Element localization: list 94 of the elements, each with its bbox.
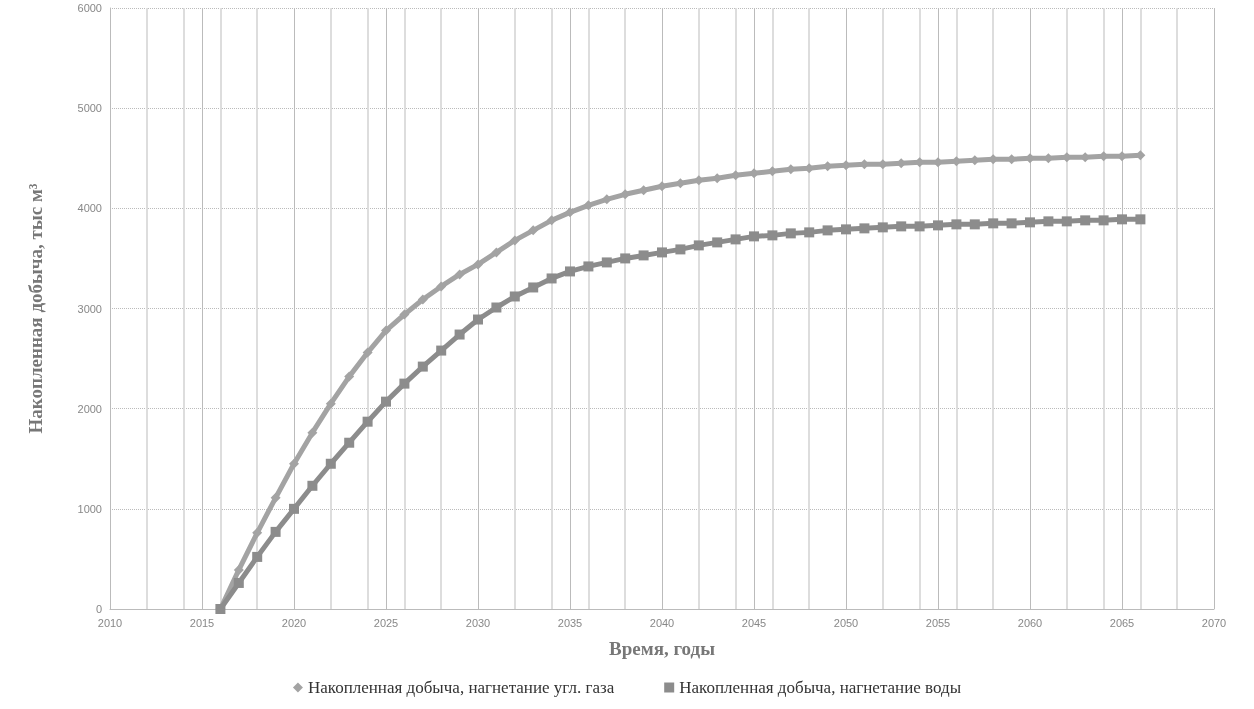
point: [325, 398, 336, 409]
point: [381, 396, 391, 407]
point: [1098, 215, 1109, 226]
point: [546, 215, 557, 226]
point: [1061, 216, 1072, 227]
point: [528, 225, 539, 236]
x-tick-label: 2070: [1201, 616, 1227, 629]
y-tick-label: 3000: [77, 302, 102, 315]
point: [565, 207, 575, 218]
point: [399, 309, 410, 320]
point: [417, 294, 428, 305]
point: [969, 219, 980, 230]
point: [399, 378, 410, 389]
point: [988, 218, 999, 229]
point: [1117, 214, 1127, 225]
point: [325, 458, 336, 469]
point: [583, 261, 594, 272]
point: [289, 503, 299, 514]
point: [528, 282, 539, 293]
x-tick-label: 2010: [97, 616, 123, 629]
y-tick-label: 1000: [77, 502, 102, 515]
point: [1043, 216, 1054, 227]
point: [896, 221, 907, 232]
point: [657, 247, 667, 258]
point: [436, 345, 447, 356]
y-axis-title: Накопленная добыча, тыс м³: [25, 183, 46, 434]
y-tick-label: 0: [95, 603, 102, 615]
point: [473, 259, 483, 270]
point: [417, 361, 428, 372]
y-tick-label: 5000: [77, 102, 102, 115]
point: [509, 235, 520, 246]
point: [344, 371, 355, 382]
point: [804, 227, 815, 238]
point: [270, 492, 281, 503]
point: [638, 250, 649, 261]
point: [951, 219, 962, 230]
point: [381, 325, 391, 336]
point: [877, 222, 888, 233]
point: [859, 223, 870, 234]
x-tick-label: 2040: [649, 616, 675, 629]
x-tick-label: 2035: [557, 616, 583, 629]
point: [252, 551, 263, 562]
x-axis-title: Время, годы: [609, 638, 716, 659]
x-tick-label: 2030: [465, 616, 491, 629]
x-tick-label: 2050: [833, 616, 859, 629]
point: [454, 329, 465, 340]
point: [436, 281, 447, 292]
point: [1006, 218, 1017, 229]
point: [712, 237, 723, 248]
point: [491, 247, 502, 258]
point: [822, 225, 833, 236]
point: [693, 240, 704, 251]
point: [841, 224, 851, 235]
point: [307, 427, 318, 438]
point: [767, 230, 778, 241]
point: [307, 480, 318, 491]
point: [362, 347, 373, 358]
point: [933, 220, 943, 231]
point: [362, 416, 373, 427]
point: [233, 564, 244, 575]
y-tick-label: 4000: [77, 202, 102, 215]
x-tick-label: 2015: [189, 616, 215, 629]
point: [675, 244, 686, 255]
point: [730, 234, 741, 245]
point: [270, 526, 281, 537]
point: [1080, 215, 1091, 226]
x-tick-label: 2020: [281, 616, 307, 629]
point: [1025, 217, 1035, 228]
point: [1135, 214, 1146, 225]
point: [233, 577, 244, 588]
point: [546, 273, 557, 284]
point: [620, 253, 631, 264]
point: [491, 302, 502, 313]
point: [509, 291, 520, 302]
point: [749, 231, 759, 242]
point: [914, 221, 925, 232]
legend-label: Накопленная добыча, нагнетание воды: [679, 678, 962, 697]
y-tick-label: 2000: [77, 402, 102, 415]
x-tick-label: 2065: [1109, 616, 1135, 629]
x-tick-label: 2025: [373, 616, 399, 629]
point: [344, 437, 355, 448]
point: [601, 257, 612, 268]
y-tick-label: 6000: [77, 2, 102, 14]
point: [473, 314, 483, 325]
x-tick-label: 2055: [925, 616, 951, 629]
point: [785, 228, 796, 239]
x-tick-label: 2060: [1017, 616, 1043, 629]
point: [289, 458, 299, 469]
point: [454, 269, 465, 280]
point: [565, 266, 575, 277]
legend-label: Накопленная добыча, нагнетание угл. газа: [307, 678, 615, 697]
x-tick-label: 2045: [741, 616, 767, 629]
point: [252, 527, 263, 538]
point: [583, 200, 594, 211]
